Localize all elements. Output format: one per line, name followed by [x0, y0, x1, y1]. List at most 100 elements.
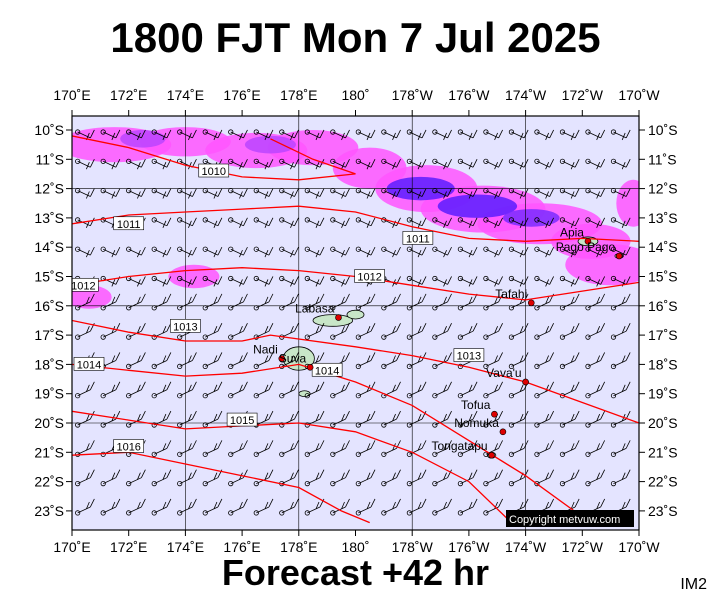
lat-tick-label-left: 17˚S — [34, 327, 64, 343]
wind-barb — [483, 323, 503, 340]
place-marker — [491, 410, 498, 418]
wind-barb — [457, 217, 478, 228]
wind-barb — [202, 293, 223, 311]
wind-barb — [406, 275, 427, 287]
wind-barb — [126, 129, 146, 141]
lat-tick-label-left: 16˚S — [34, 298, 64, 314]
wind-barb — [432, 129, 452, 141]
wind-barb — [304, 293, 325, 311]
wind-barb — [330, 293, 350, 311]
isobar-line — [72, 410, 512, 524]
wind-barb — [151, 498, 172, 516]
wind-barb — [253, 469, 274, 487]
wind-barb — [585, 381, 606, 399]
wind-barb — [330, 217, 350, 228]
wind-barb — [559, 246, 580, 258]
wind-barb — [202, 323, 223, 340]
lat-tick-label-left: 11˚S — [35, 151, 64, 167]
wind-barb — [177, 352, 197, 369]
wind-barb — [228, 158, 248, 170]
wind-barb — [126, 410, 146, 428]
lon-tick-label-bottom: 178˚E — [280, 539, 317, 555]
wind-barb — [534, 410, 554, 428]
wind-barb — [279, 352, 299, 369]
wind-barb — [75, 158, 95, 170]
place-label: Pago Pago — [556, 240, 616, 254]
lon-tick-label-bottom: 180˚ — [341, 539, 369, 555]
wind-barb — [534, 246, 554, 258]
wind-barb — [304, 129, 325, 141]
wind-barb — [330, 158, 350, 170]
wind-barb — [534, 129, 554, 141]
wind-barb — [253, 217, 274, 228]
place-label: Tongatapu — [432, 439, 488, 453]
wind-barb — [585, 352, 606, 369]
lat-tick-label-right: 11˚S — [648, 151, 677, 167]
wind-barb — [355, 410, 376, 428]
wind-barb — [228, 129, 248, 141]
wind-barb — [381, 469, 401, 487]
wind-barb — [202, 129, 223, 141]
lat-tick-label-right: 21˚S — [648, 444, 678, 460]
lat-tick-label-right: 20˚S — [648, 415, 678, 431]
lat-tick-label-left: 13˚S — [34, 210, 64, 226]
wind-barb — [279, 440, 299, 457]
isobar-label: 1013 — [173, 321, 197, 333]
wind-barb — [177, 381, 197, 399]
wind-barb — [534, 323, 554, 340]
isobar-label: 1015 — [230, 415, 254, 427]
wind-barb — [508, 381, 529, 399]
wind-barb — [508, 323, 529, 340]
rain-area — [244, 135, 296, 154]
wind-barb — [508, 440, 529, 457]
wind-barb — [228, 188, 248, 199]
wind-barb — [75, 188, 95, 199]
wind-barb — [559, 158, 580, 170]
wind-barb — [228, 352, 248, 369]
wind-barb — [75, 381, 95, 399]
wind-barb — [534, 158, 554, 170]
wind-barb — [253, 381, 274, 399]
wind-barb — [177, 188, 197, 199]
lon-tick-label-top: 178˚W — [392, 87, 434, 103]
wind-barb — [457, 410, 478, 428]
isobar-label: 1010 — [202, 166, 226, 178]
isobar-label-box — [198, 163, 230, 178]
wind-barb — [126, 469, 146, 487]
wind-barb — [508, 129, 529, 141]
lon-tick-label-bottom: 176˚W — [448, 539, 490, 555]
wind-barb — [457, 188, 478, 199]
wind-barb — [508, 158, 529, 170]
wind-barb — [610, 352, 631, 369]
wind-barb — [304, 323, 325, 340]
wind-barb — [253, 440, 274, 457]
wind-barb — [457, 381, 478, 399]
wind-barb — [432, 381, 452, 399]
wind-barb — [126, 323, 146, 340]
wind-barb — [304, 381, 325, 399]
wind-barb — [279, 129, 299, 141]
lat-tick-label-right: 19˚S — [648, 386, 678, 402]
wind-barb — [432, 246, 452, 258]
wind-barb — [100, 188, 121, 199]
lon-tick-label-top: 178˚E — [280, 87, 317, 103]
wind-barb — [253, 275, 274, 287]
wind-barb — [355, 129, 376, 141]
wind-barb — [559, 188, 580, 199]
wind-barb — [508, 188, 529, 199]
lat-tick-label-left: 15˚S — [34, 269, 64, 285]
wind-barb — [304, 188, 325, 199]
wind-barb — [483, 352, 503, 369]
wind-barb — [304, 440, 325, 457]
wind-barb — [279, 188, 299, 199]
lat-tick-label-right: 13˚S — [648, 210, 678, 226]
wind-barb — [432, 440, 452, 457]
wind-barb — [483, 129, 503, 141]
isobar-label-box — [226, 412, 258, 427]
wind-barb — [381, 158, 401, 170]
wind-barb — [355, 498, 376, 516]
place-label: Tafahi — [495, 287, 527, 301]
place-marker — [335, 314, 342, 321]
wind-barb — [534, 217, 554, 228]
